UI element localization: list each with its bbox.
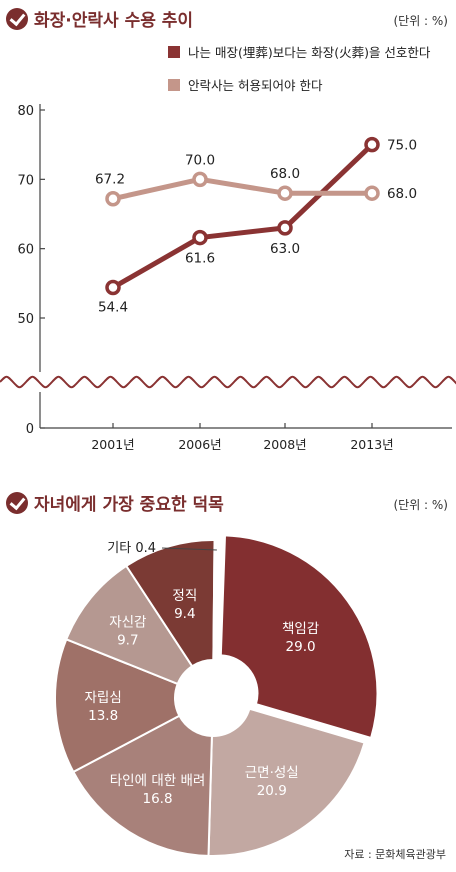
callout-label: 기타 0.4 <box>107 541 156 556</box>
donut-chart-unit: (단위 : %) <box>393 498 448 512</box>
checkmark-icon <box>6 7 28 30</box>
data-point <box>192 229 208 246</box>
axis-break-gap <box>0 372 456 392</box>
y-tick-label: 80 <box>17 104 34 119</box>
data-point <box>105 190 121 207</box>
y-tick-label: 70 <box>17 173 34 188</box>
slice-value: 9.4 <box>174 606 195 622</box>
y-tick-label: 60 <box>17 243 34 258</box>
donut-slice <box>207 707 366 857</box>
data-label: 67.2 <box>95 172 125 188</box>
data-label: 68.0 <box>270 166 300 182</box>
donut-chart-title: 자녀에게 가장 중요한 덕목 <box>6 490 224 515</box>
donut-chart-title-text: 자녀에게 가장 중요한 덕목 <box>34 495 224 515</box>
legend-swatch-cremation <box>168 45 180 58</box>
line-chart-unit: (단위 : %) <box>393 14 448 28</box>
slice-label: 자신감 <box>109 614 146 630</box>
legend-item-euthanasia: 안락사는 허용되어야 한다 <box>168 75 430 94</box>
data-label: 54.4 <box>98 299 128 315</box>
x-tick-label: 2013년 <box>350 437 393 452</box>
data-point <box>192 171 208 188</box>
slice-value: 13.8 <box>88 708 118 724</box>
data-label: 61.6 <box>185 251 215 267</box>
data-label: 70.0 <box>185 152 215 168</box>
donut-slice-group: 자신감 9.7 <box>64 564 194 686</box>
donut-slice <box>212 538 220 662</box>
donut-slice <box>71 714 213 857</box>
data-point <box>277 220 293 236</box>
checkmark-icon <box>6 491 28 514</box>
data-label: 63.0 <box>270 241 300 257</box>
y-tick-label: 50 <box>17 312 34 327</box>
donut-slice <box>64 564 194 686</box>
series-line <box>112 176 372 202</box>
line-chart: 0 50 60 70 80 2001년 2006년 2008년 2013년 54.4 61.6 63.… <box>0 104 456 452</box>
x-tick-label: 2001년 <box>91 437 134 452</box>
slice-label: 근면·성실 <box>245 765 299 781</box>
series-line <box>111 142 374 290</box>
slice-value: 20.9 <box>257 783 287 799</box>
line-chart-legend: 나는 매장(埋葬)보다는 화장(火葬)을 선호한다 안락사는 허용되어야 한다 <box>168 42 430 94</box>
slice-value: 16.8 <box>143 791 173 807</box>
legend-swatch-euthanasia <box>168 78 180 91</box>
legend-item-cremation: 나는 매장(埋葬)보다는 화장(火葬)을 선호한다 <box>168 42 430 61</box>
data-label: 68.0 <box>387 186 417 202</box>
slice-label: 정직 <box>172 588 197 604</box>
donut-slice <box>219 534 379 740</box>
donut-slice-group: 근면·성실 20.9 <box>207 707 366 857</box>
slice-label: 책임감 <box>282 621 319 637</box>
slice-label: 자립심 <box>85 690 122 706</box>
data-point <box>364 136 380 153</box>
data-point <box>105 279 121 296</box>
callout-line <box>161 547 217 551</box>
data-point <box>364 185 380 201</box>
axis-break-wave <box>0 375 456 389</box>
legend-label-euthanasia: 안락사는 허용되어야 한다 <box>188 78 323 93</box>
data-label: 75.0 <box>387 138 417 154</box>
legend-label-cremation: 나는 매장(埋葬)보다는 화장(火葬)을 선호한다 <box>188 45 431 60</box>
line-chart-title: 화장·안락사 수용 추이 <box>6 6 193 31</box>
y-tick-label: 0 <box>26 422 34 437</box>
x-tick-label: 2006년 <box>178 437 221 452</box>
slice-label: 타인에 대한 배려 <box>110 773 206 789</box>
source-note: 자료 : 문화체육관광부 <box>344 848 446 861</box>
donut-chart: 책임감 29.0 근면·성실 20.9 타인에 대한 배려 16.8 자립심 13.8 자신감 9… <box>54 534 379 857</box>
x-tick-label: 2008년 <box>263 437 306 452</box>
slice-value: 9.7 <box>117 632 138 648</box>
donut-slice-group: 책임감 29.0 <box>219 534 379 740</box>
data-point <box>277 185 293 201</box>
line-chart-title-text: 화장·안락사 수용 추이 <box>34 11 194 31</box>
donut-slice-group: 정직 9.4 <box>124 539 216 668</box>
donut-slice-group: 타인에 대한 배려 16.8 <box>71 714 213 857</box>
donut-slice-group <box>212 538 220 662</box>
donut-hole <box>176 661 250 735</box>
slice-value: 29.0 <box>286 639 316 655</box>
